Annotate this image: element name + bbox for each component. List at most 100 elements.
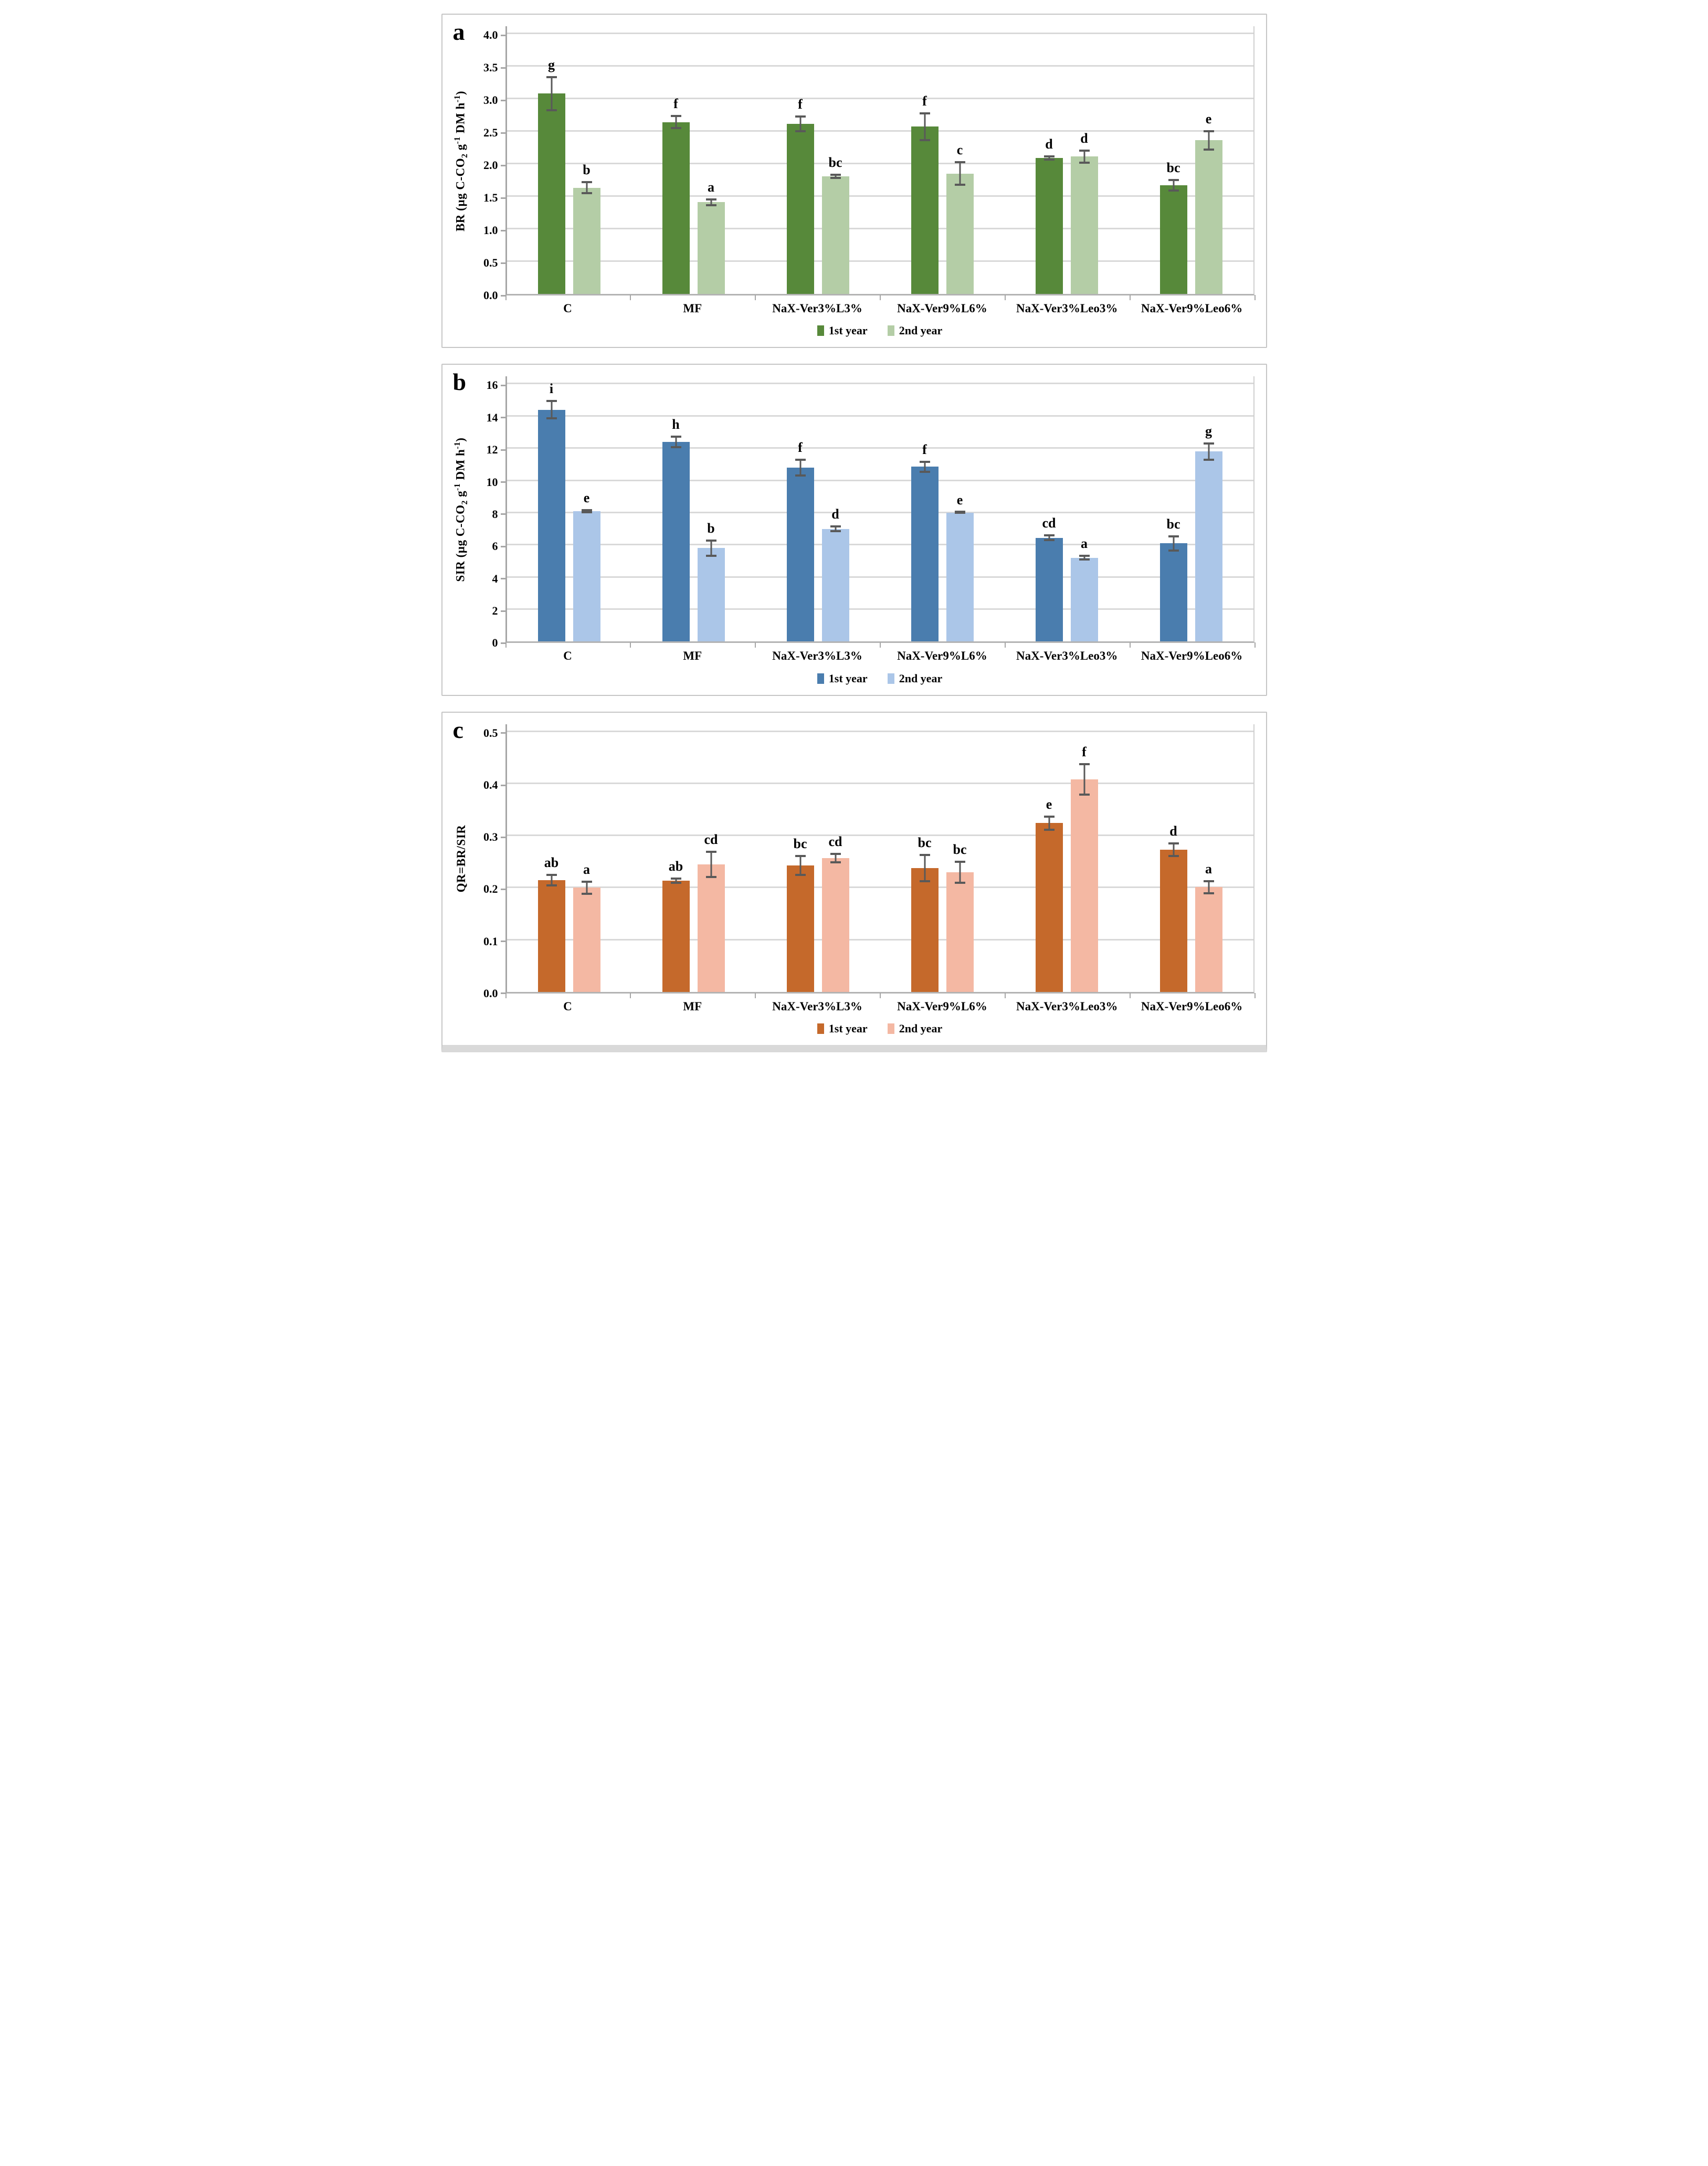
legend-item-year1: 1st year xyxy=(817,1022,868,1036)
error-bar xyxy=(1079,763,1090,796)
y-tick-text: 0.0 xyxy=(483,986,498,1000)
bar-rect xyxy=(911,868,939,992)
x-category-label: NaX-Ver9%Leo6% xyxy=(1141,302,1243,315)
y-tick-label: 1.5 xyxy=(483,191,505,205)
bar-year1: bc xyxy=(786,724,814,992)
panel-letter-c: c xyxy=(452,716,463,743)
chart-a: BR (µg C-CO2 g-1 DM h-1) 0.0 0.5 1.0 1.5 2.0… xyxy=(450,26,1256,343)
y-tick-mark xyxy=(500,197,505,199)
category-group: bc e xyxy=(1129,26,1253,294)
error-bar-stem xyxy=(1208,880,1209,895)
legend-label: 1st year xyxy=(828,324,868,337)
error-bar-cap-top xyxy=(670,877,681,880)
error-bar-stem xyxy=(1048,815,1050,831)
error-bar-cap-bottom xyxy=(830,530,841,533)
error-bar-stem xyxy=(799,115,801,133)
error-bar xyxy=(954,860,965,884)
error-bar-cap-bottom xyxy=(1168,854,1179,857)
error-bar-cap-top xyxy=(954,860,965,863)
error-bar-stem xyxy=(551,76,552,111)
bar-year1: f xyxy=(911,26,939,294)
y-axis-tick-labels: 0.0 0.5 1.0 1.5 2.0 2.5 3.0 3.5 4.0 xyxy=(473,26,505,302)
error-bar xyxy=(1203,442,1214,461)
y-tick-mark xyxy=(500,992,505,995)
x-tick-mark xyxy=(1004,992,1006,998)
error-bar-cap-bottom xyxy=(954,881,965,884)
error-bar-cap-bottom xyxy=(795,474,806,477)
gridline xyxy=(507,383,1253,385)
significance-letter: bc xyxy=(793,836,807,851)
x-category-label: NaX-Ver3%Leo3% xyxy=(1016,999,1118,1013)
error-bar xyxy=(1079,555,1090,561)
error-bar-cap-bottom xyxy=(581,893,592,895)
gridline xyxy=(507,130,1253,132)
error-bar-cap-bottom xyxy=(546,109,557,111)
x-tick-mark xyxy=(505,295,507,300)
category-group: bc g xyxy=(1129,376,1253,642)
error-bar-cap-top xyxy=(1168,842,1179,845)
x-axis-category-labels: C MF NaX-Ver3%L3% NaX-Ver9%L6% NaX-Ver3%Leo3… xyxy=(505,992,1256,1013)
error-bar-stem xyxy=(1208,130,1209,151)
error-bar-cap-top xyxy=(705,539,716,542)
error-bar xyxy=(919,112,930,141)
error-bar-stem xyxy=(959,161,961,186)
bar-rect xyxy=(1159,850,1187,992)
bar-year2: cd xyxy=(821,724,849,992)
error-bar-cap-top xyxy=(581,509,592,512)
significance-letter: a xyxy=(583,861,590,877)
bar-year1: e xyxy=(1035,724,1063,992)
y-tick-label: 0 xyxy=(492,636,505,650)
error-bar-cap-bottom xyxy=(670,446,681,449)
bar-rect xyxy=(1195,140,1222,294)
error-bar-cap-bottom xyxy=(581,192,592,195)
error-bar xyxy=(1203,880,1214,895)
bar-rect xyxy=(946,173,974,294)
significance-letter: d xyxy=(831,506,839,522)
significance-letter: cd xyxy=(828,834,842,850)
gridline xyxy=(507,608,1253,610)
bar-rect xyxy=(573,511,600,642)
y-tick-mark xyxy=(500,384,505,386)
gridline xyxy=(507,228,1253,229)
bar-year2: a xyxy=(573,724,600,992)
error-bar-stem xyxy=(1048,534,1050,541)
error-bar xyxy=(830,853,841,863)
x-tick-mark xyxy=(505,992,507,998)
y-axis-title-text: BR (µg C-CO2 g-1 DM h-1) xyxy=(452,90,469,231)
legend-item-year1: 1st year xyxy=(817,672,868,685)
significance-letter: bc xyxy=(918,835,932,850)
error-bar-cap-bottom xyxy=(546,417,557,419)
y-tick-mark xyxy=(500,481,505,483)
plot-area: ab a ab cd bc cd bc bc e f d a xyxy=(505,724,1254,994)
error-bar-cap-top xyxy=(546,400,557,403)
bar-year1: d xyxy=(1035,26,1063,294)
bar-year1: g xyxy=(537,26,565,294)
error-bar xyxy=(546,400,557,419)
category-group: ab a xyxy=(507,724,631,992)
error-bar-cap-bottom xyxy=(705,204,716,206)
bar-rect xyxy=(1035,537,1063,642)
bar-rect xyxy=(662,880,690,992)
error-bar-cap-bottom xyxy=(1168,189,1179,192)
chart-b: SIR (µg C-CO2 g-1 DM h-1) 0 2 4 6 8 10 12 14 16 … xyxy=(450,376,1256,690)
bar-year1: bc xyxy=(1159,376,1187,642)
significance-letter: g xyxy=(1205,423,1212,439)
error-bar-cap-bottom xyxy=(581,511,592,513)
y-tick-mark xyxy=(500,732,505,734)
legend-color-swatch xyxy=(817,325,824,336)
y-tick-text: 3.5 xyxy=(483,61,498,74)
y-tick-text: 0.2 xyxy=(483,882,498,896)
bar-year2: e xyxy=(1195,26,1222,294)
y-tick-text: 0.5 xyxy=(483,726,498,739)
plot-area: i e h b f d f e cd a bc g xyxy=(505,376,1254,643)
error-bar-cap-top xyxy=(795,115,806,118)
error-bar-cap-bottom xyxy=(1043,829,1055,831)
x-tick-mark xyxy=(1129,992,1131,998)
bar-rect xyxy=(537,880,565,992)
bar-rect xyxy=(573,187,600,294)
bar-year2: b xyxy=(697,376,725,642)
error-bar xyxy=(919,854,930,882)
bar-rect xyxy=(1035,823,1063,992)
